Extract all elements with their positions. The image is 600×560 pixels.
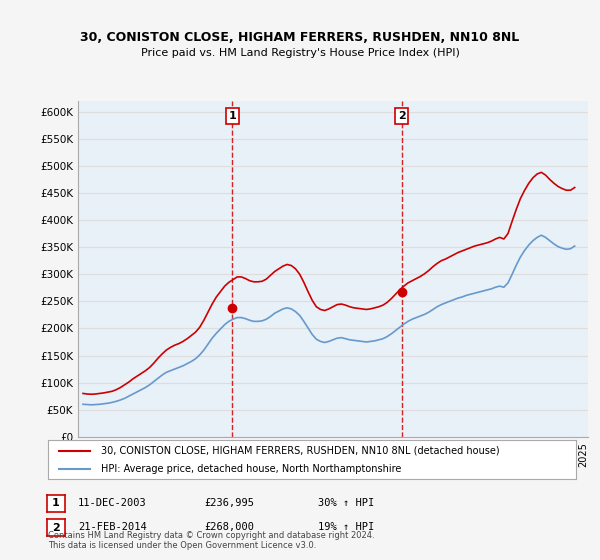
Text: 19% ↑ HPI: 19% ↑ HPI <box>318 522 374 532</box>
Text: 2: 2 <box>52 522 59 533</box>
Text: 30, CONISTON CLOSE, HIGHAM FERRERS, RUSHDEN, NN10 8NL: 30, CONISTON CLOSE, HIGHAM FERRERS, RUSH… <box>80 31 520 44</box>
Text: £268,000: £268,000 <box>204 522 254 532</box>
Text: 11-DEC-2003: 11-DEC-2003 <box>78 498 147 508</box>
Text: HPI: Average price, detached house, North Northamptonshire: HPI: Average price, detached house, Nort… <box>101 464 401 474</box>
Text: 1: 1 <box>52 498 59 508</box>
Text: 2: 2 <box>398 111 406 121</box>
Text: 30% ↑ HPI: 30% ↑ HPI <box>318 498 374 508</box>
Text: 21-FEB-2014: 21-FEB-2014 <box>78 522 147 532</box>
Text: £236,995: £236,995 <box>204 498 254 508</box>
Text: 30, CONISTON CLOSE, HIGHAM FERRERS, RUSHDEN, NN10 8NL (detached house): 30, CONISTON CLOSE, HIGHAM FERRERS, RUSH… <box>101 446 499 456</box>
Text: 1: 1 <box>228 111 236 121</box>
Text: Price paid vs. HM Land Registry's House Price Index (HPI): Price paid vs. HM Land Registry's House … <box>140 48 460 58</box>
Text: Contains HM Land Registry data © Crown copyright and database right 2024.
This d: Contains HM Land Registry data © Crown c… <box>48 530 374 550</box>
